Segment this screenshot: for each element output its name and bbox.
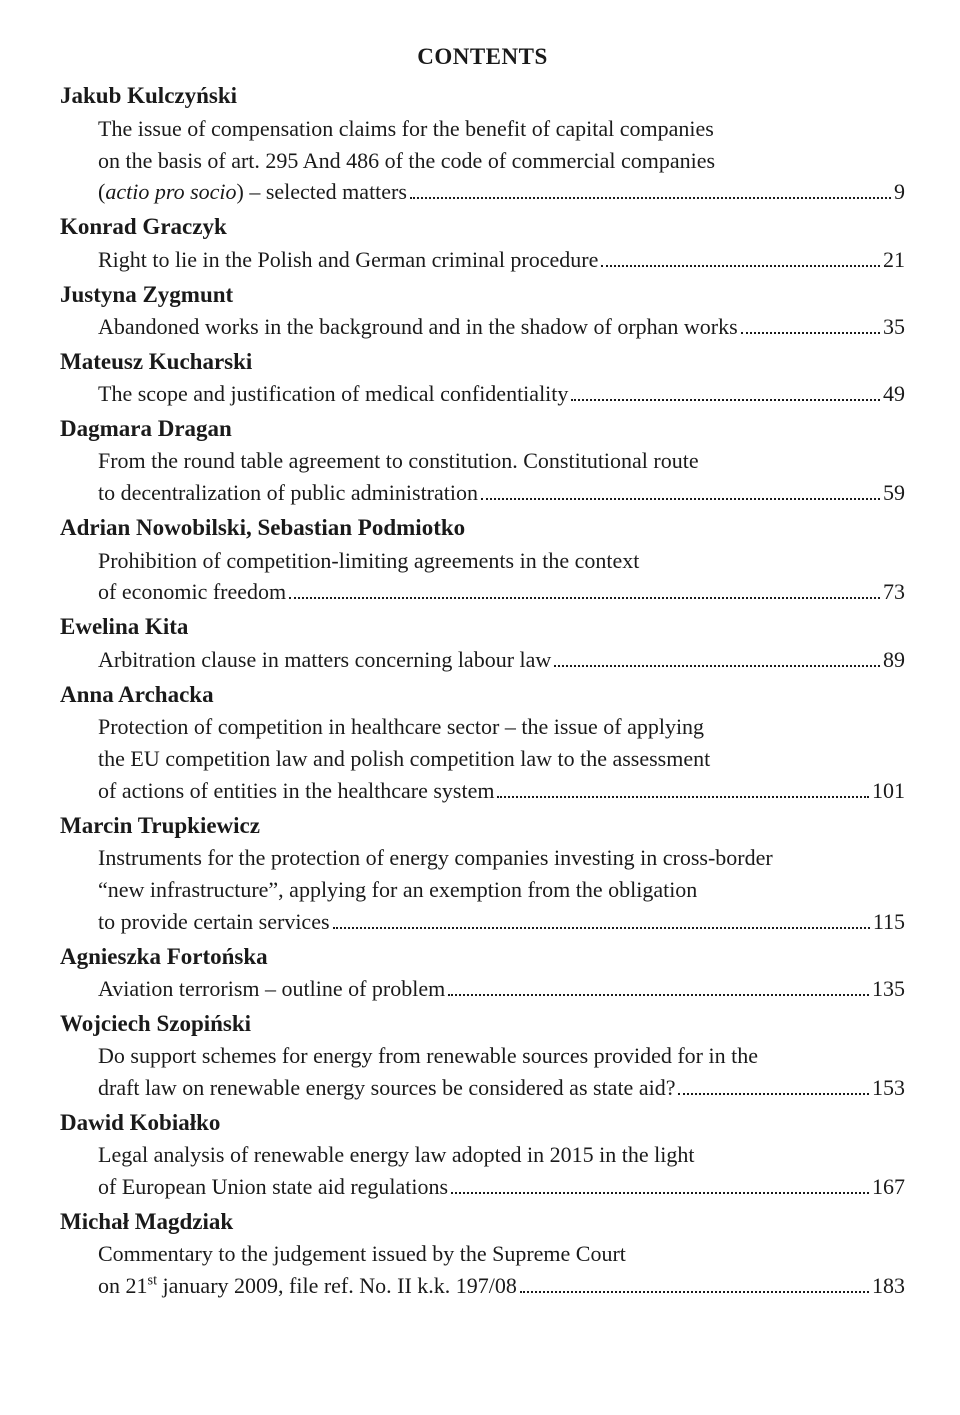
toc-last-text: to provide certain services <box>98 906 330 938</box>
toc-line: Do support schemes for energy from renew… <box>98 1040 905 1072</box>
toc-page-number: 89 <box>883 644 905 676</box>
page-title: CONTENTS <box>60 40 905 73</box>
leader-dots <box>571 399 880 401</box>
toc-last-text: Right to lie in the Polish and German cr… <box>98 244 598 276</box>
toc-page-number: 101 <box>872 775 905 807</box>
leader-dots <box>333 927 870 929</box>
toc-page-number: 115 <box>873 906 905 938</box>
toc-line: The issue of compensation claims for the… <box>98 113 905 145</box>
leader-dots <box>520 1291 869 1293</box>
toc-description: Abandoned works in the background and in… <box>98 311 905 343</box>
toc-line: From the round table agreement to consti… <box>98 445 905 477</box>
toc-last-text: The scope and justification of medical c… <box>98 378 568 410</box>
toc-description: The scope and justification of medical c… <box>98 378 905 410</box>
toc-description: Commentary to the judgement issued by th… <box>98 1238 905 1302</box>
toc-last-line: to provide certain services 115 <box>98 906 905 938</box>
toc-last-line: The scope and justification of medical c… <box>98 378 905 410</box>
toc-last-text: draft law on renewable energy sources be… <box>98 1072 675 1104</box>
leader-dots <box>741 332 880 334</box>
leader-dots <box>601 265 880 267</box>
toc-last-line: Aviation terrorism – outline of problem 1… <box>98 973 905 1005</box>
toc-page-number: 167 <box>872 1171 905 1203</box>
toc-last-text: on 21st january 2009, file ref. No. II k… <box>98 1270 517 1302</box>
toc-page-number: 49 <box>883 378 905 410</box>
leader-dots <box>497 796 869 798</box>
toc-description: The issue of compensation claims for the… <box>98 113 905 209</box>
leader-dots <box>289 597 880 599</box>
toc-description: Aviation terrorism – outline of problem 1… <box>98 973 905 1005</box>
toc-last-line: draft law on renewable energy sources be… <box>98 1072 905 1104</box>
toc-last-text: (actio pro socio) – selected matters <box>98 176 407 208</box>
leader-dots <box>448 994 869 996</box>
toc-line: Commentary to the judgement issued by th… <box>98 1238 905 1270</box>
leader-dots <box>481 498 880 500</box>
toc-description: Arbitration clause in matters concerning… <box>98 644 905 676</box>
toc-last-text: Abandoned works in the background and in… <box>98 311 738 343</box>
toc-last-text: of European Union state aid regulations <box>98 1171 448 1203</box>
toc-description: Instruments for the protection of energy… <box>98 842 905 938</box>
toc-last-text: of actions of entities in the healthcare… <box>98 775 494 807</box>
toc-description: Do support schemes for energy from renew… <box>98 1040 905 1104</box>
toc-last-text: Arbitration clause in matters concerning… <box>98 644 551 676</box>
toc-line: Prohibition of competition-limiting agre… <box>98 545 905 577</box>
toc-last-line: of actions of entities in the healthcare… <box>98 775 905 807</box>
toc-line: on the basis of art. 295 And 486 of the … <box>98 145 905 177</box>
toc-line: Legal analysis of renewable energy law a… <box>98 1139 905 1171</box>
toc-page-number: 183 <box>872 1270 905 1302</box>
leader-dots <box>410 197 891 199</box>
toc-last-line: of economic freedom 73 <box>98 576 905 608</box>
toc-page-number: 59 <box>883 477 905 509</box>
toc-description: Prohibition of competition-limiting agre… <box>98 545 905 609</box>
toc-list: Jakub KulczyńskiThe issue of compensatio… <box>60 79 905 1302</box>
leader-dots <box>554 665 880 667</box>
toc-last-line: (actio pro socio) – selected matters 9 <box>98 176 905 208</box>
toc-author: Konrad Graczyk <box>60 210 905 243</box>
toc-page-number: 9 <box>894 176 905 208</box>
toc-last-line: Right to lie in the Polish and German cr… <box>98 244 905 276</box>
toc-author: Wojciech Szopiński <box>60 1007 905 1040</box>
toc-author: Adrian Nowobilski, Sebastian Podmiotko <box>60 511 905 544</box>
toc-author: Anna Archacka <box>60 678 905 711</box>
toc-author: Ewelina Kita <box>60 610 905 643</box>
toc-last-line: to decentralization of public administra… <box>98 477 905 509</box>
toc-line: the EU competition law and polish compet… <box>98 743 905 775</box>
toc-last-line: on 21st january 2009, file ref. No. II k… <box>98 1270 905 1302</box>
leader-dots <box>451 1192 869 1194</box>
toc-description: Protection of competition in healthcare … <box>98 711 905 807</box>
leader-dots <box>678 1093 869 1095</box>
toc-description: Legal analysis of renewable energy law a… <box>98 1139 905 1203</box>
toc-author: Justyna Zygmunt <box>60 278 905 311</box>
toc-author: Dagmara Dragan <box>60 412 905 445</box>
toc-author: Agnieszka Fortońska <box>60 940 905 973</box>
contents-page: CONTENTS Jakub KulczyńskiThe issue of co… <box>0 0 960 1415</box>
toc-line: “new infrastructure”, applying for an ex… <box>98 874 905 906</box>
toc-page-number: 21 <box>883 244 905 276</box>
toc-page-number: 135 <box>872 973 905 1005</box>
toc-description: Right to lie in the Polish and German cr… <box>98 244 905 276</box>
toc-last-line: Abandoned works in the background and in… <box>98 311 905 343</box>
toc-description: From the round table agreement to consti… <box>98 445 905 509</box>
toc-author: Michał Magdziak <box>60 1205 905 1238</box>
toc-last-text: Aviation terrorism – outline of problem <box>98 973 445 1005</box>
toc-page-number: 73 <box>883 576 905 608</box>
toc-last-text: to decentralization of public administra… <box>98 477 478 509</box>
toc-last-line: of European Union state aid regulations 1… <box>98 1171 905 1203</box>
toc-last-line: Arbitration clause in matters concerning… <box>98 644 905 676</box>
toc-line: Instruments for the protection of energy… <box>98 842 905 874</box>
toc-author: Marcin Trupkiewicz <box>60 809 905 842</box>
toc-page-number: 153 <box>872 1072 905 1104</box>
toc-author: Mateusz Kucharski <box>60 345 905 378</box>
toc-line: Protection of competition in healthcare … <box>98 711 905 743</box>
toc-page-number: 35 <box>883 311 905 343</box>
toc-author: Dawid Kobiałko <box>60 1106 905 1139</box>
toc-last-text: of economic freedom <box>98 576 286 608</box>
toc-author: Jakub Kulczyński <box>60 79 905 112</box>
